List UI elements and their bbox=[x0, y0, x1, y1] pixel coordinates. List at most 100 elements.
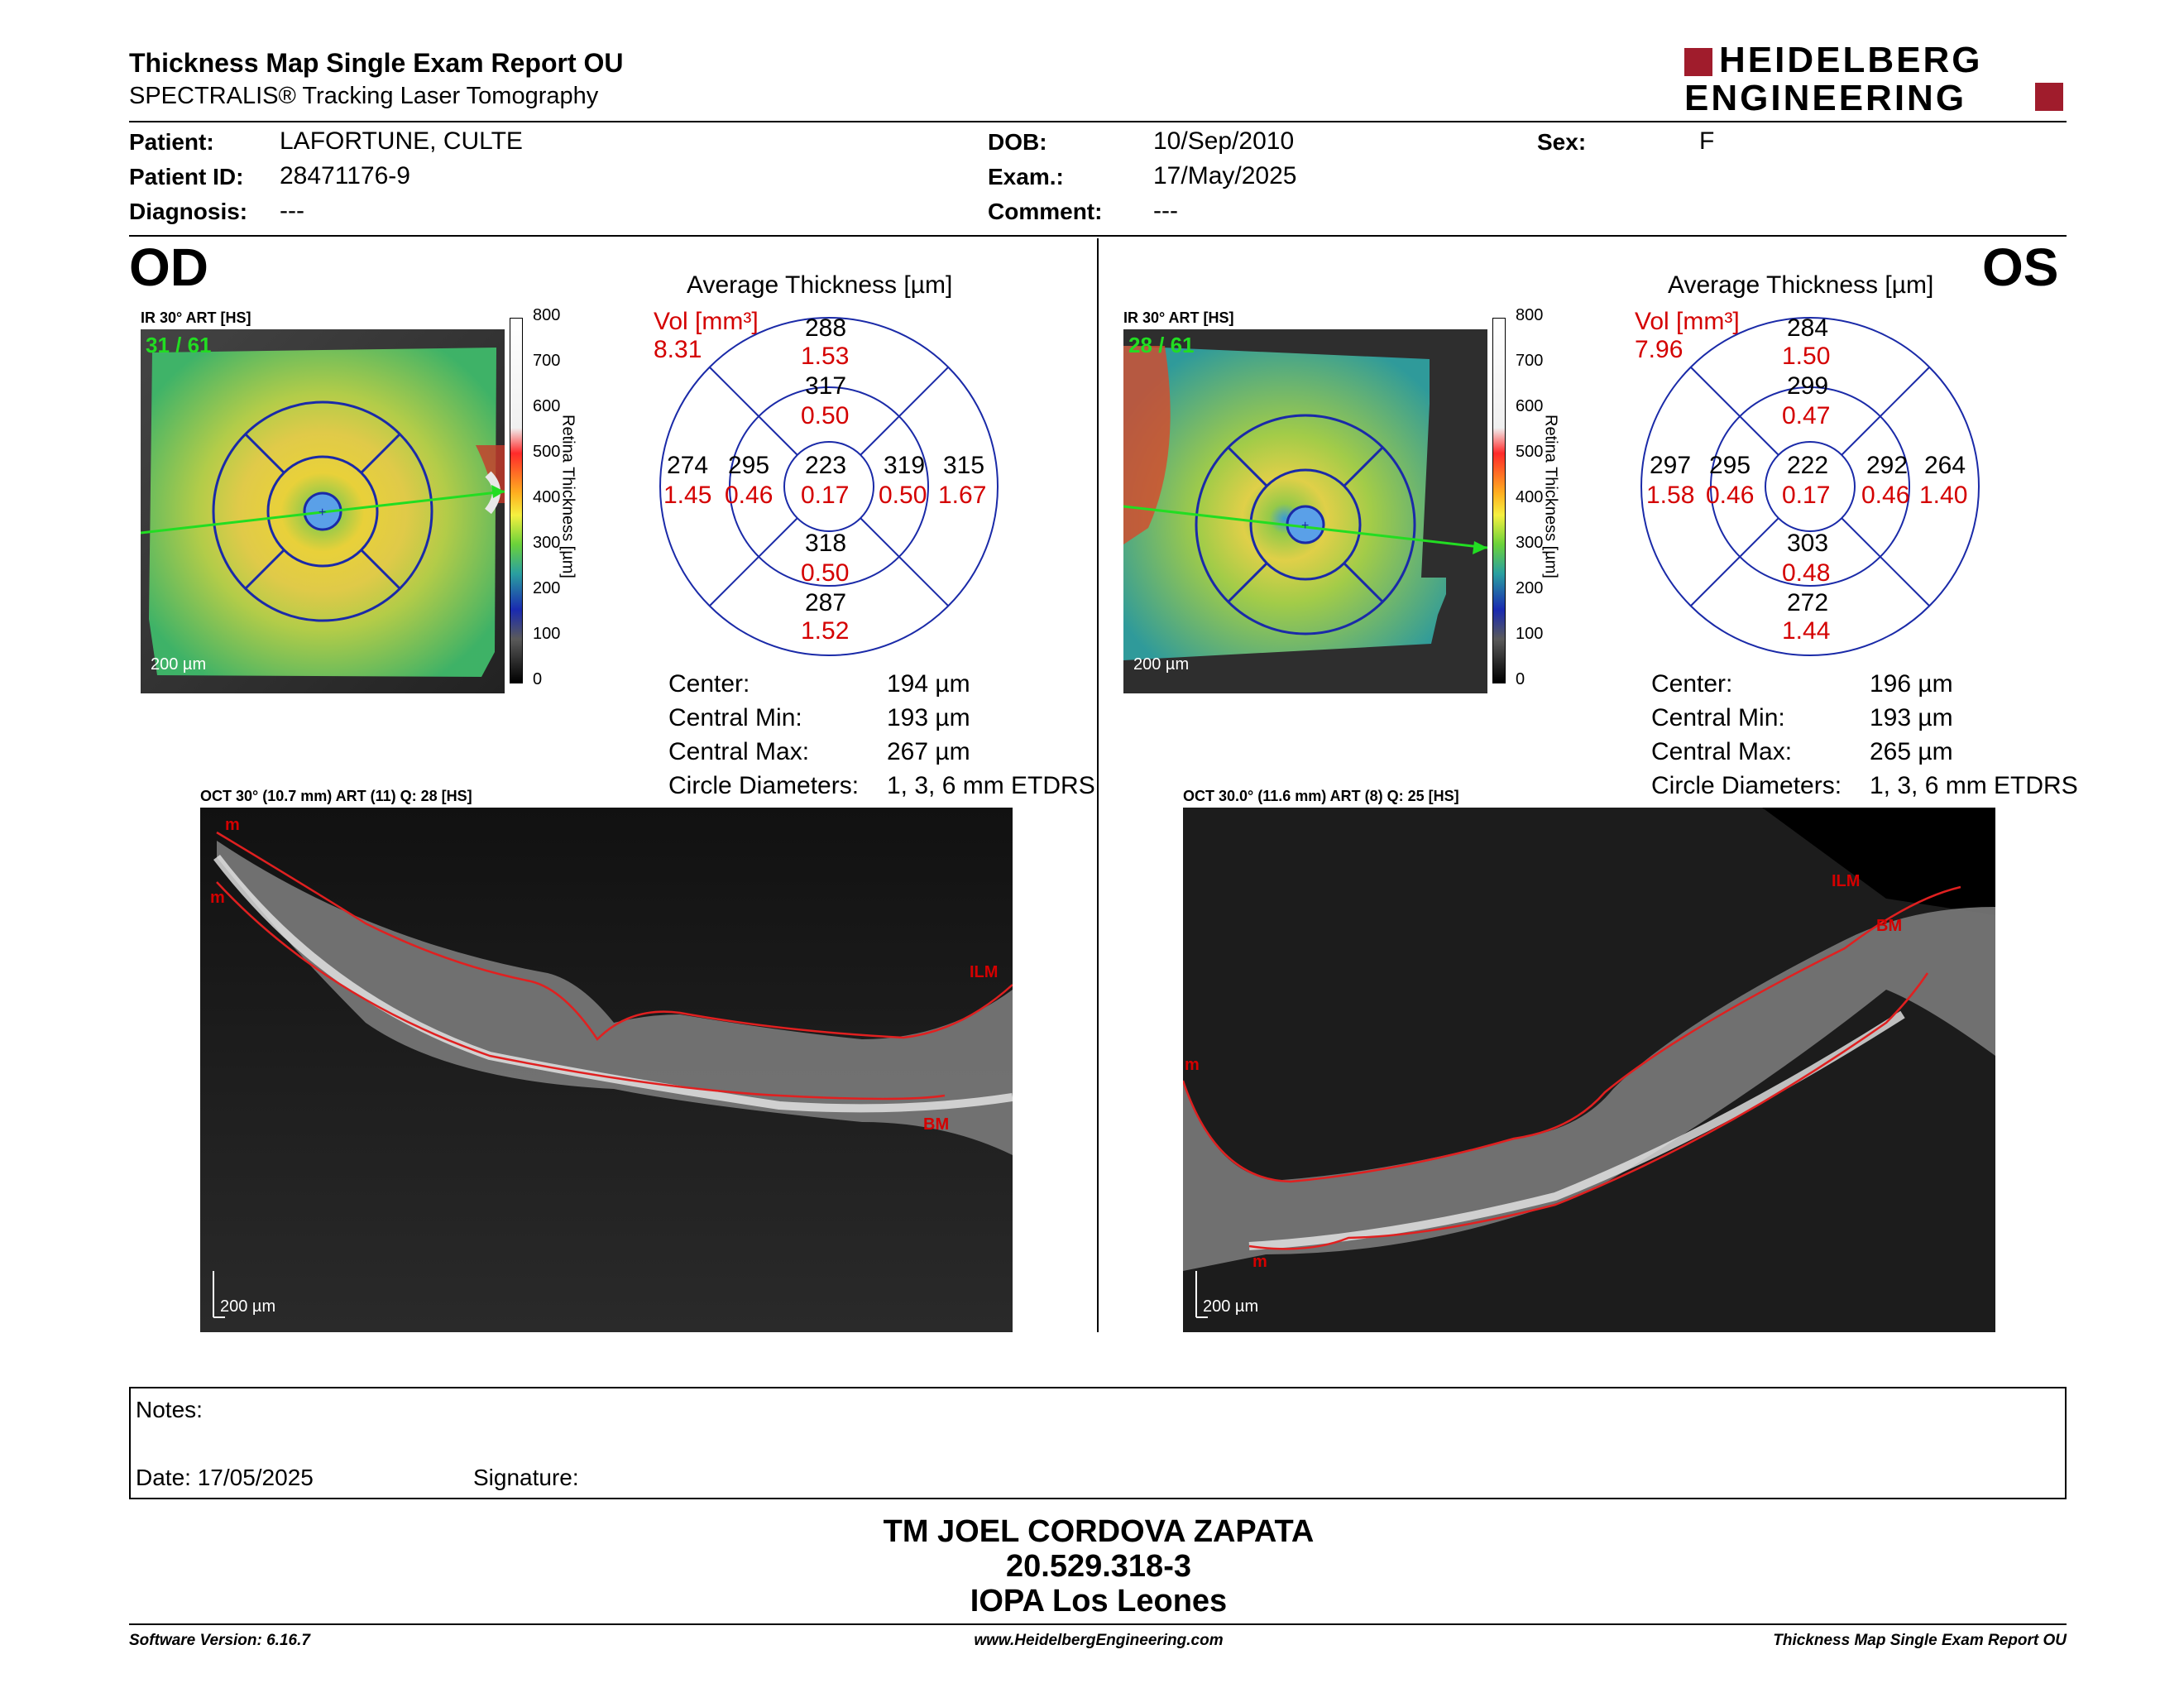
od-stat-center-label: Center: bbox=[668, 670, 750, 698]
os-colorbar-tick-400: 400 bbox=[1516, 488, 1544, 506]
dob-label: DOB: bbox=[988, 129, 1047, 155]
od-stat-min-value: 193 µm bbox=[887, 704, 970, 731]
os-colorbar-tick-500: 500 bbox=[1516, 443, 1544, 461]
od-m-label-1: m bbox=[225, 816, 240, 834]
os-stat-max-value: 265 µm bbox=[1870, 738, 1953, 765]
os-fundus-thickness-map: + 28 / 61 200 µm bbox=[1123, 329, 1487, 693]
os-outer-temp-thk: 297 bbox=[1650, 452, 1692, 479]
patient-name: LAFORTUNE, CULTE bbox=[280, 127, 523, 155]
notes-label: Notes: bbox=[136, 1397, 203, 1422]
header-divider bbox=[129, 121, 2067, 122]
od-inner-sup-vol: 0.50 bbox=[801, 402, 850, 429]
os-outer-temp-vol: 1.58 bbox=[1646, 482, 1695, 509]
os-outer-nasal-vol: 1.40 bbox=[1919, 482, 1968, 509]
diagnosis-label: Diagnosis: bbox=[129, 199, 248, 224]
od-ir-count: 31 / 61 bbox=[146, 333, 212, 357]
os-inner-temp-thk: 295 bbox=[1709, 452, 1751, 479]
os-colorbar-tick-800: 800 bbox=[1516, 306, 1544, 324]
notes-signature-label: Signature: bbox=[473, 1465, 579, 1490]
footer-report-name: Thickness Map Single Exam Report OU bbox=[1773, 1632, 2067, 1649]
od-stat-min-label: Central Min: bbox=[668, 704, 802, 731]
footer-website-link[interactable]: www.HeidelbergEngineering.com bbox=[974, 1632, 1224, 1649]
os-inner-nasal-vol: 0.46 bbox=[1861, 482, 1910, 509]
os-etdrs-grid bbox=[1640, 317, 1980, 656]
od-colorbar-tick-400: 400 bbox=[533, 488, 561, 506]
center-divider bbox=[1097, 238, 1099, 1332]
od-vol-value: 8.31 bbox=[654, 336, 702, 363]
signer-name: TM JOEL CORDOVA ZAPATA bbox=[883, 1514, 1315, 1549]
report-subtitle: SPECTRALIS® Tracking Laser Tomography bbox=[129, 83, 599, 109]
od-m-label-2: m bbox=[210, 889, 225, 907]
patient-id-label: Patient ID: bbox=[129, 164, 244, 189]
sex-value: F bbox=[1699, 127, 1715, 155]
os-colorbar-tick-600: 600 bbox=[1516, 397, 1544, 415]
footer-divider bbox=[129, 1623, 2067, 1625]
os-inner-inf-vol: 0.48 bbox=[1782, 559, 1831, 587]
patient-divider bbox=[129, 235, 2067, 237]
od-outer-temp-vol: 1.45 bbox=[663, 482, 712, 509]
od-colorbar-tick-700: 700 bbox=[533, 352, 561, 370]
signer-id: 20.529.318-3 bbox=[1006, 1549, 1191, 1584]
od-ir-scale: 200 µm bbox=[151, 655, 207, 674]
od-colorbar-gradient bbox=[510, 318, 523, 683]
od-colorbar-tick-300: 300 bbox=[533, 534, 561, 552]
od-colorbar-tick-600: 600 bbox=[533, 397, 561, 415]
od-colorbar-tick-500: 500 bbox=[533, 443, 561, 461]
comment-value: --- bbox=[1153, 197, 1178, 224]
od-center-vol: 0.17 bbox=[801, 482, 850, 509]
os-ir-label: IR 30° ART [HS] bbox=[1123, 309, 1234, 326]
os-inner-temp-vol: 0.46 bbox=[1706, 482, 1755, 509]
notes-date: Date: 17/05/2025 bbox=[136, 1465, 314, 1490]
od-outer-nasal-thk: 315 bbox=[943, 452, 985, 479]
signer-institution: IOPA Los Leones bbox=[970, 1584, 1228, 1618]
sex-label: Sex: bbox=[1537, 129, 1587, 155]
os-stat-center-value: 196 µm bbox=[1870, 670, 1953, 698]
heidelberg-logo: HEIDELBERG ENGINEERING bbox=[1684, 40, 2067, 118]
report-title: Thickness Map Single Exam Report OU bbox=[129, 48, 624, 78]
os-ir-scale: 200 µm bbox=[1133, 655, 1190, 674]
os-center-vol: 0.17 bbox=[1782, 482, 1831, 509]
od-outer-inf-vol: 1.52 bbox=[801, 617, 850, 645]
os-inner-inf-thk: 303 bbox=[1787, 530, 1829, 557]
os-ir-count: 28 / 61 bbox=[1128, 333, 1195, 357]
od-oct-bscan: m m ILM BM 200 µm bbox=[200, 808, 1013, 1332]
od-stat-max-label: Central Max: bbox=[668, 738, 810, 765]
od-stat-center-value: 194 µm bbox=[887, 670, 970, 698]
od-inner-sup-thk: 317 bbox=[805, 372, 847, 400]
od-stat-diam-value: 1, 3, 6 mm ETDRS bbox=[887, 772, 1095, 799]
notes-box[interactable]: Notes: Date: 17/05/2025 Signature: bbox=[129, 1387, 2067, 1499]
os-m-label-2: m bbox=[1252, 1253, 1267, 1271]
os-eye-label: OS bbox=[1982, 237, 2059, 297]
od-bm-label: BM bbox=[923, 1115, 950, 1134]
os-vol-label: Vol [mm³] bbox=[1635, 308, 1740, 335]
comment-label: Comment: bbox=[988, 199, 1103, 224]
od-inner-temp-vol: 0.46 bbox=[725, 482, 774, 509]
os-colorbar-gradient bbox=[1492, 318, 1506, 683]
os-inner-nasal-thk: 292 bbox=[1866, 452, 1909, 479]
od-center-thk: 223 bbox=[805, 452, 847, 479]
os-bm-label: BM bbox=[1876, 917, 1903, 935]
os-colorbar-tick-0: 0 bbox=[1516, 670, 1525, 688]
os-oct-svg bbox=[1183, 808, 1995, 1332]
od-colorbar-label: Retina Thickness [µm] bbox=[558, 415, 577, 578]
logo-text-engineering: ENGINEERING bbox=[1684, 78, 1967, 118]
od-vol-label: Vol [mm³] bbox=[654, 308, 759, 335]
svg-text:+: + bbox=[1301, 519, 1309, 533]
os-stat-diam-label: Circle Diameters: bbox=[1651, 772, 1842, 799]
os-m-label-1: m bbox=[1185, 1056, 1200, 1074]
os-stat-min-value: 193 µm bbox=[1870, 704, 1953, 731]
od-inner-inf-thk: 318 bbox=[805, 530, 847, 557]
od-stat-diam-label: Circle Diameters: bbox=[668, 772, 860, 799]
logo-text-heidelberg: HEIDELBERG bbox=[1719, 40, 1983, 80]
os-ilm-label: ILM bbox=[1832, 872, 1861, 890]
od-inner-temp-thk: 295 bbox=[728, 452, 770, 479]
os-colorbar-tick-700: 700 bbox=[1516, 352, 1544, 370]
od-oct-svg bbox=[200, 808, 1013, 1332]
od-thickness-map-svg: + bbox=[141, 329, 505, 693]
od-outer-nasal-vol: 1.67 bbox=[938, 482, 987, 509]
od-oct-scale: 200 µm bbox=[220, 1297, 276, 1316]
od-colorbar-tick-100: 100 bbox=[533, 625, 561, 643]
svg-text:+: + bbox=[318, 506, 326, 520]
od-colorbar-tick-200: 200 bbox=[533, 579, 561, 597]
od-ilm-label: ILM bbox=[970, 963, 999, 981]
